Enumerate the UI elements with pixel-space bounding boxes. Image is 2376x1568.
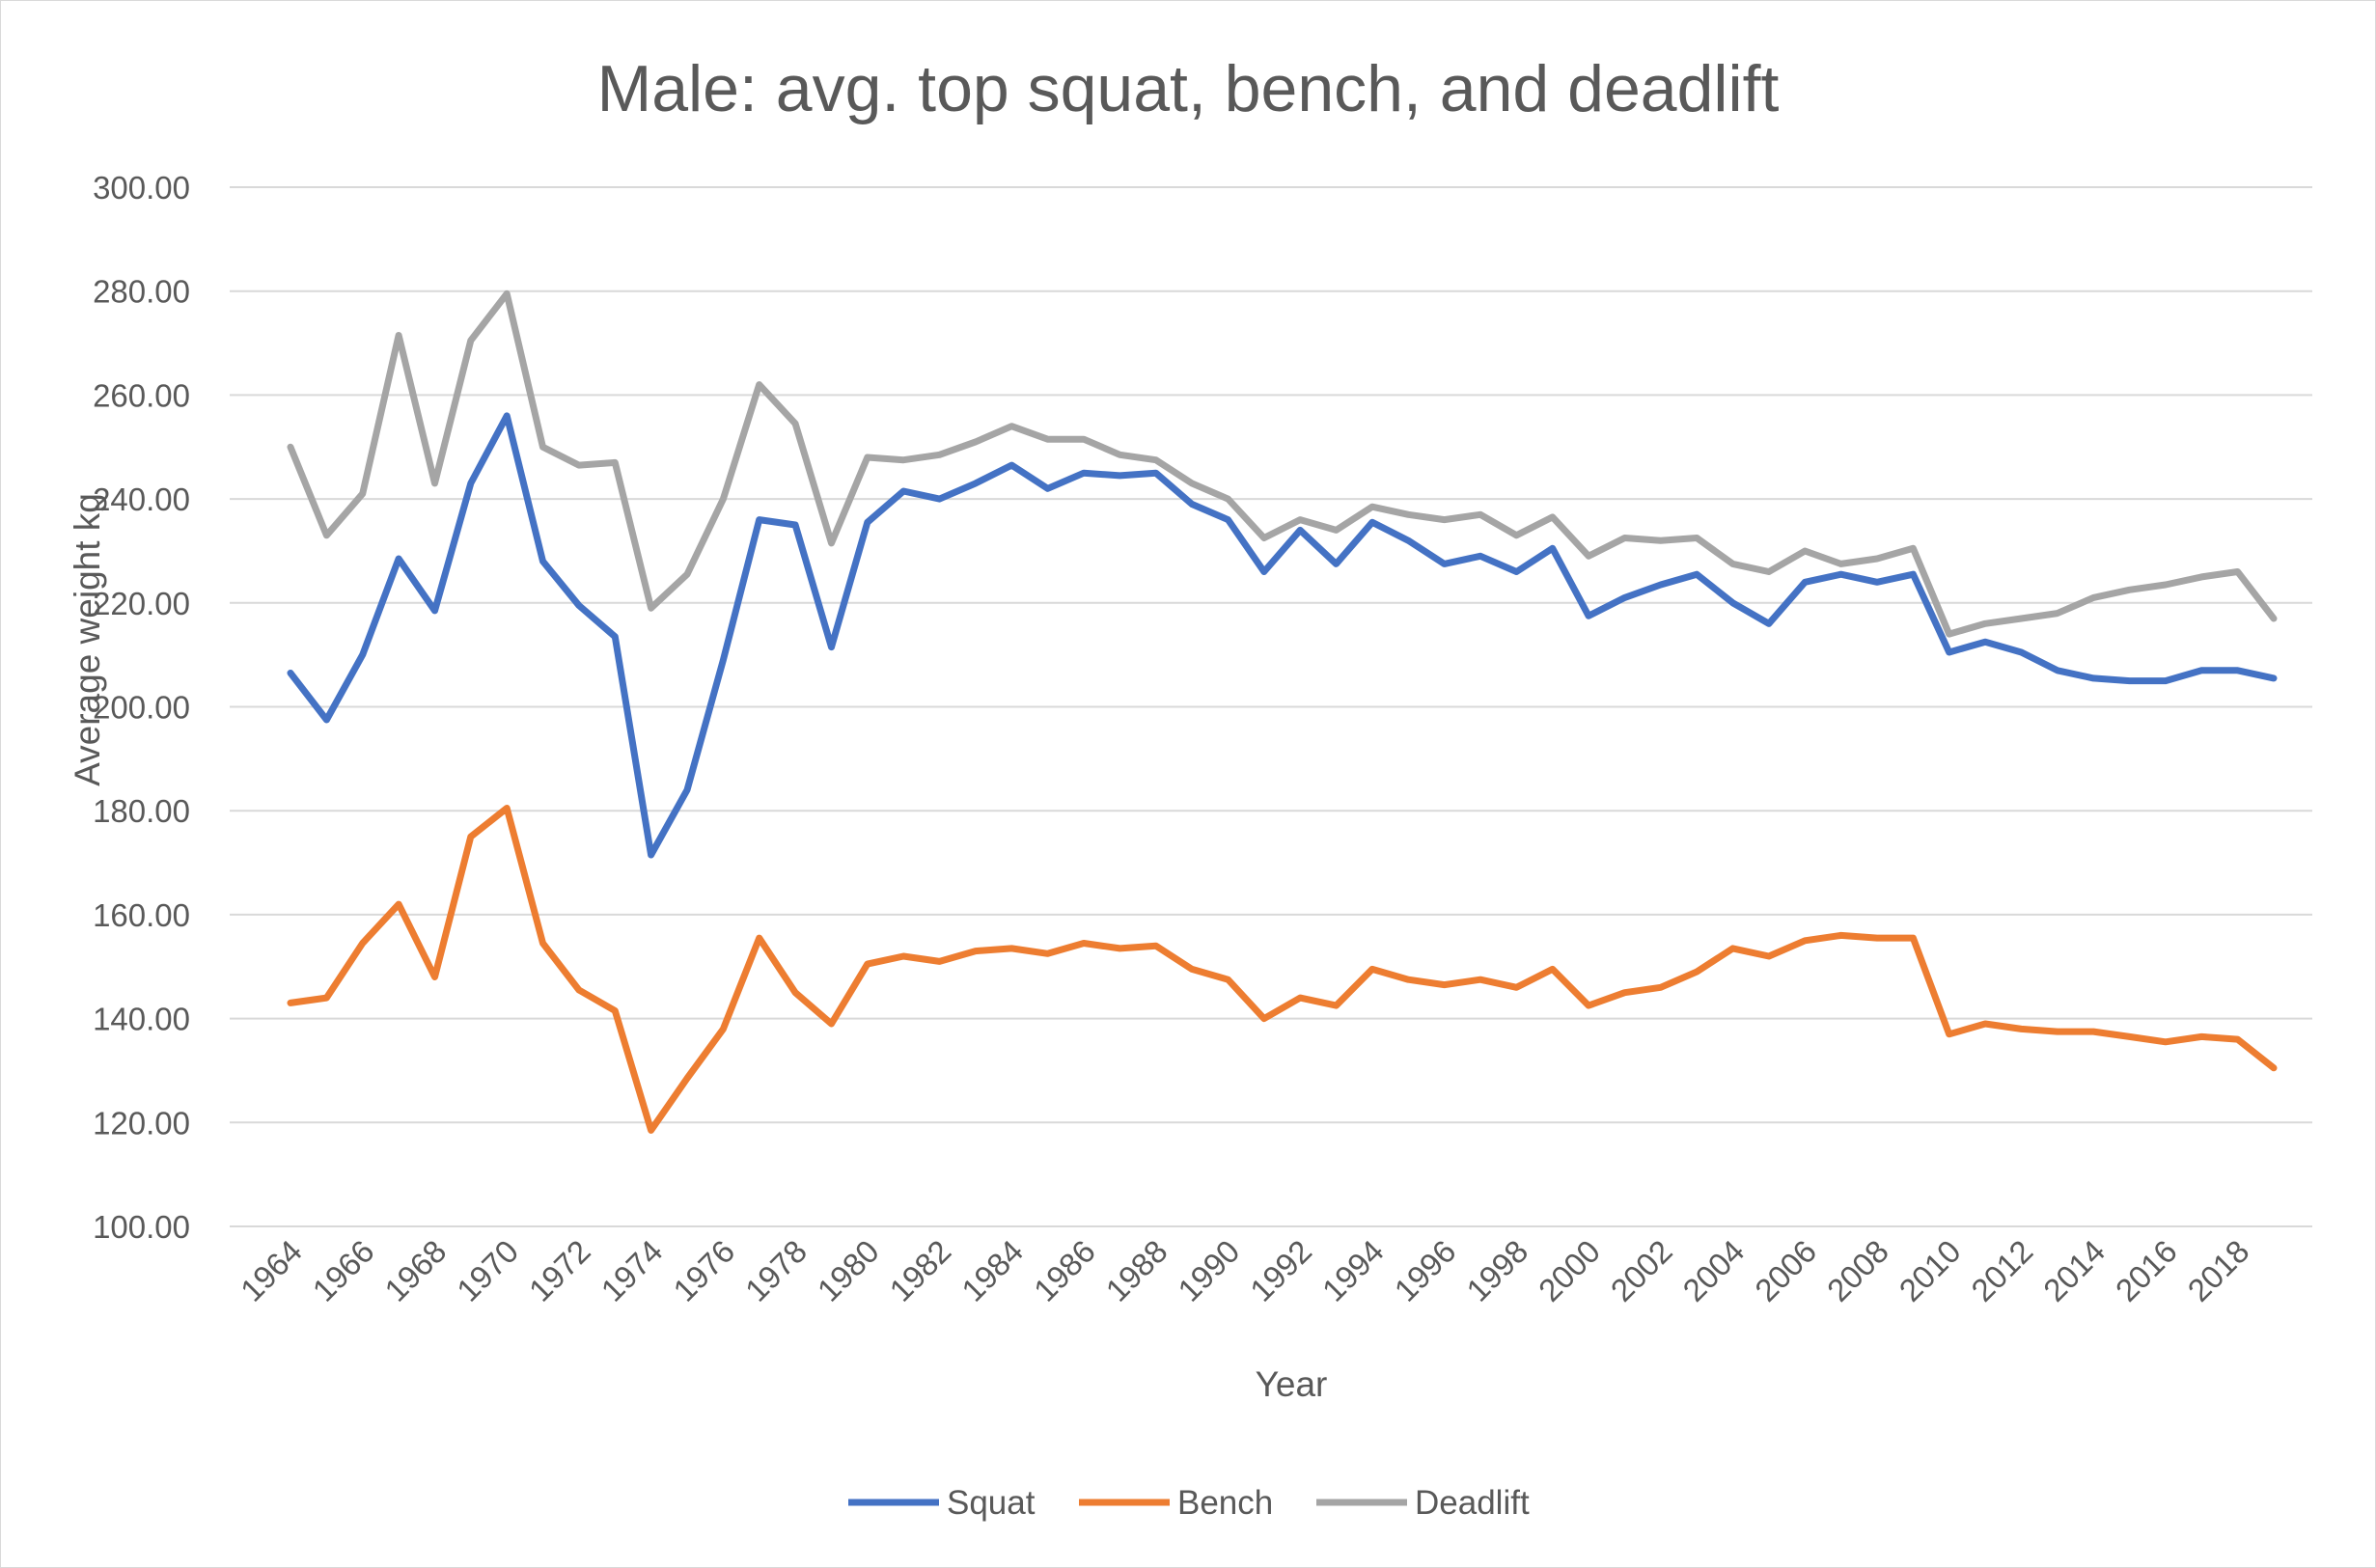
chart-title: Male: avg. top squat, bench, and deadlif… — [597, 52, 1780, 125]
x-tick-label-15: 1994 — [1315, 1233, 1391, 1308]
series-lines — [287, 289, 2278, 1134]
x-tick-label-11: 1986 — [1027, 1233, 1102, 1308]
x-tick-label-4: 1972 — [522, 1233, 597, 1308]
x-tick-label-8: 1980 — [811, 1233, 886, 1308]
y-tick-label-6: 220.00 — [93, 586, 190, 621]
y-tick-label-5: 200.00 — [93, 690, 190, 726]
y-tick-label-0: 100.00 — [93, 1209, 190, 1245]
x-tick-label-6: 1976 — [666, 1233, 741, 1308]
series-line-squat — [287, 412, 2278, 859]
x-tick-label-19: 2002 — [1604, 1233, 1679, 1308]
x-tick-label-1: 1966 — [306, 1233, 381, 1308]
x-tick-label-17: 1998 — [1459, 1233, 1534, 1308]
x-tick-label-20: 2004 — [1675, 1233, 1751, 1308]
x-axis-title: Year — [1256, 1364, 1328, 1404]
x-tick-label-25: 2014 — [2036, 1233, 2112, 1308]
gridlines — [230, 186, 2312, 1124]
x-tick-label-9: 1982 — [882, 1233, 957, 1308]
x-tick-label-2: 1968 — [377, 1233, 453, 1308]
legend-label-deadlift: Deadlift — [1415, 1484, 1530, 1522]
x-tick-label-21: 2006 — [1748, 1233, 1823, 1308]
y-tick-label-4: 180.00 — [93, 793, 190, 829]
y-tick-label-3: 160.00 — [93, 897, 190, 933]
x-tick-label-14: 1992 — [1243, 1233, 1318, 1308]
legend-label-squat: Squat — [947, 1484, 1036, 1522]
x-tick-label-10: 1984 — [954, 1233, 1030, 1308]
x-tick-label-13: 1990 — [1171, 1233, 1246, 1308]
y-tick-label-9: 280.00 — [93, 274, 190, 310]
x-tick-label-7: 1978 — [738, 1233, 814, 1308]
x-tick-label-12: 1988 — [1099, 1233, 1174, 1308]
y-axis-title: Average weight kg — [68, 493, 107, 786]
x-tick-label-0: 1964 — [234, 1233, 309, 1308]
legend: Squat Bench Deadlift — [848, 1484, 1530, 1522]
y-tick-label-10: 300.00 — [93, 170, 190, 206]
legend-label-bench: Bench — [1177, 1484, 1273, 1522]
x-tick-label-22: 2008 — [1820, 1233, 1895, 1308]
series-line-bench — [287, 805, 2278, 1134]
x-tick-label-27: 2018 — [2181, 1233, 2256, 1308]
x-axis-ticks: 1964196619681970197219741976197819801982… — [234, 1233, 2256, 1308]
y-tick-label-1: 120.00 — [93, 1105, 190, 1141]
x-tick-label-3: 1970 — [450, 1233, 525, 1308]
x-tick-label-23: 2010 — [1893, 1233, 1968, 1308]
x-tick-label-26: 2016 — [2109, 1233, 2184, 1308]
y-tick-label-7: 240.00 — [93, 481, 190, 517]
x-tick-label-24: 2012 — [1964, 1233, 2039, 1308]
x-tick-label-5: 1974 — [594, 1233, 670, 1308]
series-line-deadlift — [287, 289, 2278, 638]
y-tick-label-8: 260.00 — [93, 377, 190, 413]
x-tick-label-16: 1996 — [1388, 1233, 1463, 1308]
y-axis-ticks: 100.00 120.00 140.00 160.00 180.00 200.00 220.… — [93, 170, 190, 1245]
y-tick-label-2: 140.00 — [93, 1002, 190, 1037]
x-tick-label-18: 2000 — [1532, 1233, 1607, 1308]
